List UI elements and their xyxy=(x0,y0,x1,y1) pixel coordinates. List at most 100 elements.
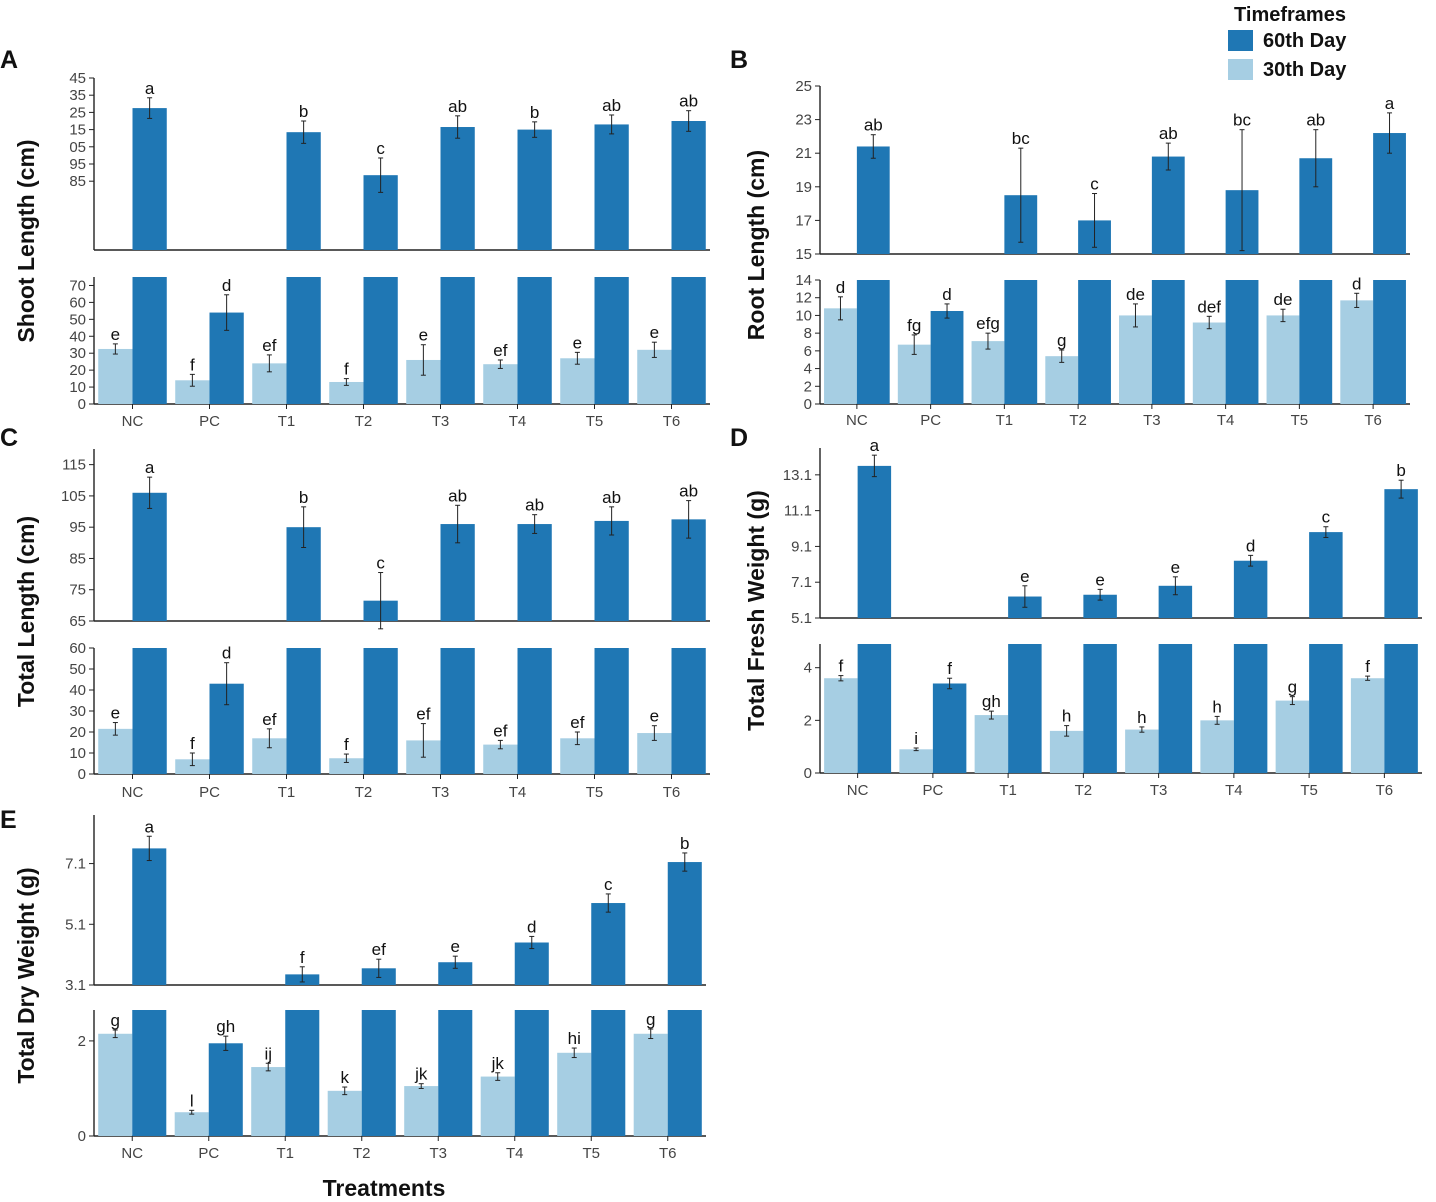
significance-label: gh xyxy=(216,1017,235,1036)
bar-60th-day-t5 xyxy=(594,648,629,774)
significance-label: e xyxy=(573,333,582,352)
bar-30th-day-t2 xyxy=(327,1090,362,1136)
bar-60th-day-t5 xyxy=(594,520,629,621)
bar-30th-day-t4 xyxy=(1192,322,1226,404)
bar-60th-day-t3 xyxy=(1151,156,1185,254)
significance-label: f xyxy=(190,355,195,374)
legend-swatch-60th-day xyxy=(1228,30,1253,51)
y-tick-label: 40 xyxy=(69,682,86,699)
significance-label: ab xyxy=(448,97,467,116)
panel-letter: B xyxy=(730,46,748,74)
bar-30th-day-nc xyxy=(824,308,857,404)
legend-swatch-30th-day xyxy=(1228,59,1253,80)
y-tick-label: 2 xyxy=(804,712,812,729)
significance-label: f xyxy=(947,659,952,678)
bar-60th-day-nc xyxy=(857,644,892,773)
x-tick-label: T4 xyxy=(509,784,527,801)
bar-60th-day-t6 xyxy=(1384,644,1418,773)
x-tick-label: T5 xyxy=(586,784,604,801)
bar-30th-day-t2 xyxy=(1045,356,1079,404)
y-tick-label: 3.1 xyxy=(65,977,86,994)
bar-30th-day-t1 xyxy=(971,341,1005,404)
y-tick-label: 20 xyxy=(69,724,86,741)
bar-60th-day-nc xyxy=(132,1010,167,1136)
bar-60th-day-nc xyxy=(857,465,892,618)
bar-30th-day-t4 xyxy=(483,744,518,774)
bar-60th-day-t3 xyxy=(440,127,475,250)
significance-label: c xyxy=(604,875,613,894)
y-tick-label: 0 xyxy=(78,1128,86,1145)
x-tick-label: NC xyxy=(846,412,868,429)
y-tick-label: 15 xyxy=(69,122,86,139)
x-tick-label: PC xyxy=(922,782,943,799)
legend-label-60th-day: 60th Day xyxy=(1263,30,1347,52)
legend-label-30th-day: 30th Day xyxy=(1263,59,1347,81)
bar-60th-day-t2 xyxy=(361,1010,396,1136)
x-tick-label: T1 xyxy=(278,784,296,801)
bar-30th-day-t5 xyxy=(1266,315,1300,404)
x-tick-label: NC xyxy=(121,1145,143,1162)
bar-30th-day-t2 xyxy=(329,381,364,404)
x-tick-label: T5 xyxy=(586,413,604,430)
y-tick-label: 0 xyxy=(804,396,812,413)
y-tick-label: 12 xyxy=(795,290,812,307)
y-tick-label: 10 xyxy=(69,745,86,762)
panel-letter: A xyxy=(0,46,18,74)
y-tick-label: 5.1 xyxy=(791,610,812,627)
significance-label: a xyxy=(145,458,155,477)
bar-30th-day-t6 xyxy=(633,1033,668,1136)
y-tick-label: 0 xyxy=(804,765,812,782)
x-tick-label: T6 xyxy=(1364,412,1382,429)
significance-label: f xyxy=(344,735,349,754)
x-axis-title: Treatments xyxy=(323,1175,446,1201)
y-tick-label: 85 xyxy=(69,173,86,190)
bar-30th-day-t5 xyxy=(1275,700,1310,773)
significance-label: d xyxy=(222,276,231,295)
significance-label: e xyxy=(111,325,120,344)
significance-label: l xyxy=(190,1091,194,1110)
significance-label: bc xyxy=(1233,111,1251,130)
significance-label: ab xyxy=(679,92,698,111)
y-tick-label: 4 xyxy=(804,660,812,677)
bar-60th-day-t6 xyxy=(1373,280,1406,404)
significance-label: d xyxy=(1352,274,1361,293)
significance-label: f xyxy=(839,657,844,676)
significance-label: ef xyxy=(372,940,386,959)
significance-label: e xyxy=(419,326,428,345)
bar-30th-day-nc xyxy=(98,1033,133,1136)
bar-30th-day-t2 xyxy=(1049,730,1084,773)
bar-60th-day-t5 xyxy=(1299,280,1333,404)
y-tick-label: 85 xyxy=(69,550,86,567)
significance-label: ab xyxy=(1306,111,1325,130)
y-axis-title: Root Length (cm) xyxy=(743,150,769,340)
y-tick-label: 25 xyxy=(795,78,812,95)
significance-label: d xyxy=(222,644,231,663)
y-tick-label: 30 xyxy=(69,345,86,362)
bar-30th-day-t4 xyxy=(483,364,518,404)
significance-label: e xyxy=(451,937,460,956)
x-tick-label: T1 xyxy=(999,782,1017,799)
significance-label: d xyxy=(527,917,536,936)
significance-label: ef xyxy=(493,341,507,360)
bar-60th-day-t1 xyxy=(285,1010,320,1136)
significance-label: b xyxy=(1396,461,1405,480)
significance-label: g xyxy=(1057,331,1066,350)
significance-label: ab xyxy=(448,486,467,505)
significance-label: ef xyxy=(493,721,507,740)
x-tick-label: T2 xyxy=(355,784,373,801)
significance-label: ab xyxy=(602,488,621,507)
y-axis-title: Total Length (cm) xyxy=(13,516,39,707)
bar-60th-day-t4 xyxy=(514,1010,549,1136)
y-tick-label: 2 xyxy=(804,378,812,395)
y-tick-label: 25 xyxy=(69,104,86,121)
y-tick-label: 2 xyxy=(78,1033,86,1050)
bottom-subplot: 0 2 g l ij k jk jk hi g gh xyxy=(78,1010,706,1145)
bar-60th-day-t6 xyxy=(671,648,706,774)
x-tick-label: NC xyxy=(847,782,869,799)
bar-60th-day-t1 xyxy=(286,132,321,250)
x-tick-label: T4 xyxy=(1225,782,1243,799)
bar-60th-day-t3 xyxy=(438,962,473,985)
x-tick-label: T6 xyxy=(659,1145,677,1162)
